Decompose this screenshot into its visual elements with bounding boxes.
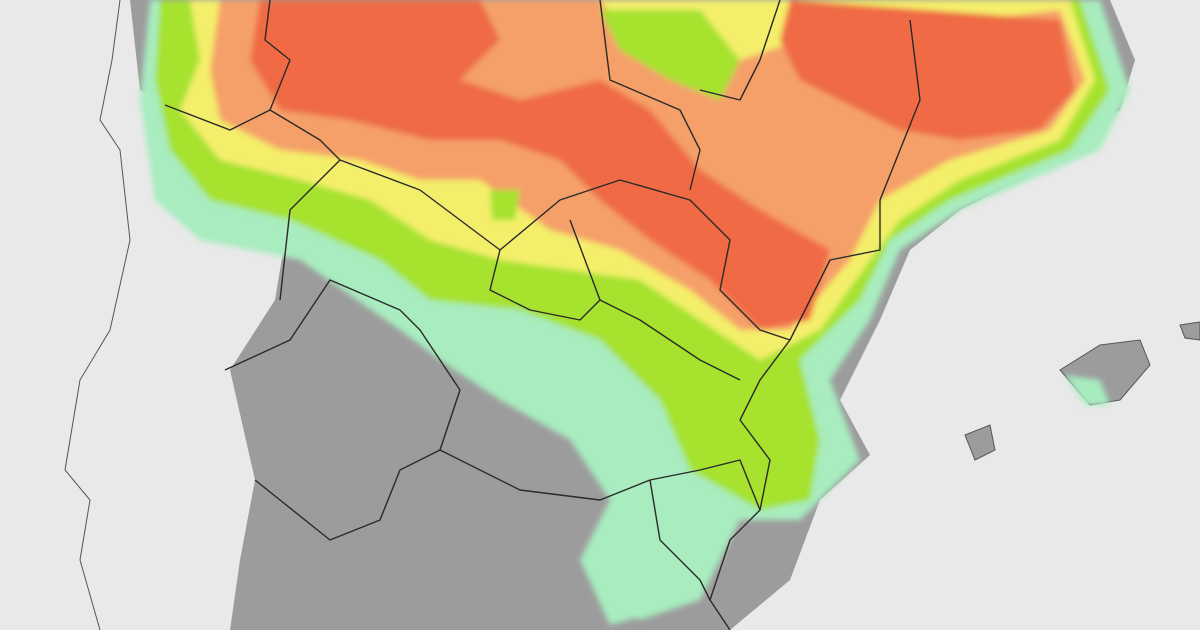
border bbox=[489, 219, 601, 321]
level-1-south bbox=[600, 520, 700, 620]
border bbox=[599, 0, 701, 191]
border bbox=[164, 104, 341, 301]
border bbox=[599, 299, 741, 381]
level-1-islands bbox=[1065, 375, 1110, 405]
pocket-center bbox=[490, 190, 520, 220]
border bbox=[264, 0, 291, 111]
precipitation-layers bbox=[140, 0, 1130, 625]
ibiza bbox=[964, 424, 996, 461]
border bbox=[339, 19, 921, 341]
border bbox=[224, 279, 461, 541]
border bbox=[439, 449, 761, 630]
portugal-coast bbox=[64, 0, 131, 630]
menorca bbox=[1179, 321, 1200, 341]
border bbox=[649, 479, 711, 601]
pocket-north bbox=[600, 10, 740, 100]
regional-borders bbox=[164, 0, 921, 630]
border bbox=[699, 0, 781, 101]
level-5-east bbox=[780, 0, 1075, 140]
border bbox=[739, 339, 791, 511]
level-5-west bbox=[250, 0, 830, 330]
